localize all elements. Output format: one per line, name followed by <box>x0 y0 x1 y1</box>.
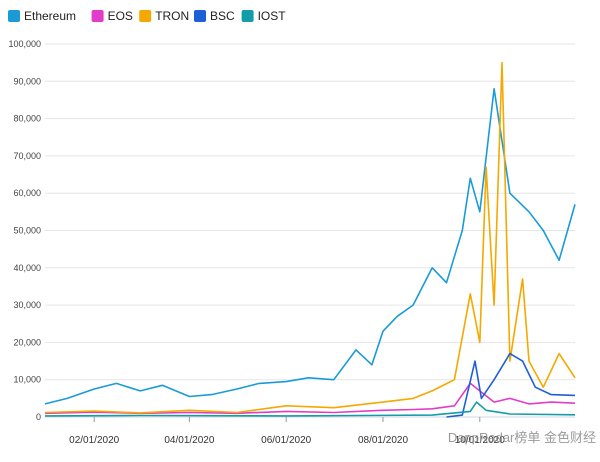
legend-swatch-bsc <box>194 10 206 22</box>
y-tick-label: 20,000 <box>13 337 41 347</box>
y-tick-label: 40,000 <box>13 263 41 273</box>
legend-swatch-eos <box>91 10 104 22</box>
y-tick-label: 30,000 <box>13 300 41 310</box>
y-tick-label: 100,000 <box>8 39 41 49</box>
legend-swatch-iost <box>241 10 254 22</box>
y-tick-label: 80,000 <box>13 114 41 124</box>
series-line-bsc <box>446 352 576 418</box>
y-tick-label: 0 <box>36 412 41 422</box>
series-line-iost <box>44 401 576 417</box>
x-tick-label: 02/01/2020 <box>69 435 119 446</box>
y-tick-label: 90,000 <box>13 76 41 86</box>
y-tick-label: 10,000 <box>13 375 41 385</box>
x-tick-label: 04/01/2020 <box>164 435 214 446</box>
series-line-tron <box>44 61 576 414</box>
watermark-text: DappRadar榜单 金色财经 <box>448 430 596 445</box>
legend-label-bsc: BSC <box>210 9 235 23</box>
y-tick-label: 70,000 <box>13 151 41 161</box>
legend-label-ethereum: Ethereum <box>24 9 76 23</box>
y-tick-label: 60,000 <box>13 188 41 198</box>
x-tick-label: 08/01/2020 <box>358 435 408 446</box>
y-tick-label: 50,000 <box>13 226 41 236</box>
legend-swatch-tron <box>139 10 152 22</box>
legend-label-eos: EOS <box>108 9 133 23</box>
x-tick-label: 06/01/2020 <box>261 435 311 446</box>
legend-swatch-ethereum <box>8 10 20 22</box>
legend-label-iost: IOST <box>258 9 287 23</box>
series-line-eos <box>44 382 576 415</box>
x-tick-label: 10/01/2020 <box>455 435 505 446</box>
legend-label-tron: TRON <box>155 9 189 23</box>
